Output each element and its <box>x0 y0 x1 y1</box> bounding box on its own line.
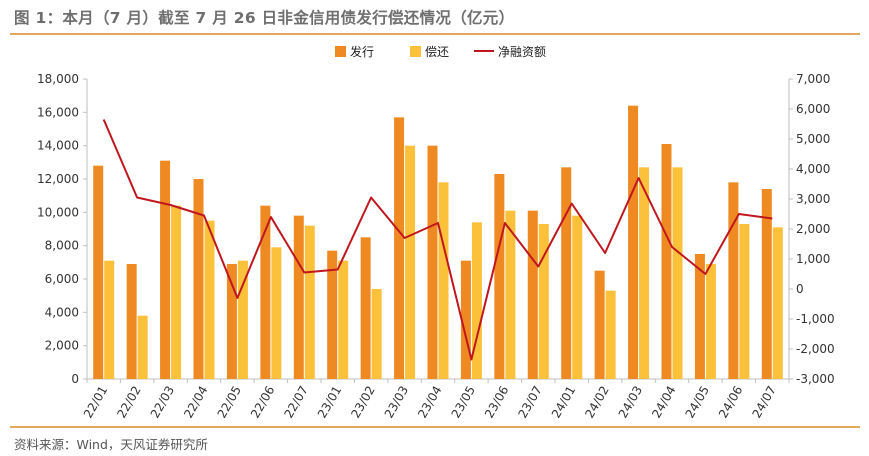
bar-issue <box>494 174 505 379</box>
bar-issue <box>594 270 605 379</box>
bar-issue <box>260 205 271 379</box>
bar-issue <box>561 167 572 379</box>
x-tick-label: 22/07 <box>281 384 310 421</box>
y-left-tick-label: 18,000 <box>37 72 79 86</box>
x-tick-label: 24/01 <box>549 384 578 421</box>
legend-issue-swatch <box>335 46 346 57</box>
bar-issue <box>761 189 772 379</box>
y-left-tick-label: 12,000 <box>37 172 79 186</box>
bar-issue <box>394 117 405 379</box>
y-left-tick-label: 6,000 <box>45 272 79 286</box>
y-right-tick-label: 1,000 <box>796 252 830 266</box>
bar-issue <box>93 165 104 379</box>
bar-issue <box>226 264 237 379</box>
y-right-tick-label: -2,000 <box>796 342 835 356</box>
bar-repay <box>104 260 115 379</box>
legend-repay-swatch <box>410 46 421 57</box>
y-right-tick-label: 3,000 <box>796 192 830 206</box>
y-left-tick-label: 8,000 <box>45 239 79 253</box>
bar-repay <box>538 224 549 379</box>
x-tick-label: 23/06 <box>482 384 511 421</box>
x-tick-label: 24/03 <box>616 384 645 421</box>
bar-repay <box>405 145 416 379</box>
x-tick-label: 24/06 <box>716 384 745 421</box>
bar-issue <box>327 250 338 379</box>
bar-repay <box>572 215 583 379</box>
bar-repay <box>739 224 750 379</box>
x-tick-label: 22/02 <box>114 384 143 421</box>
bar-issue <box>160 160 171 379</box>
net-financing-line <box>102 119 773 361</box>
x-tick-label: 24/05 <box>683 384 712 421</box>
bar-issue <box>527 210 538 379</box>
x-tick-label: 23/03 <box>382 384 411 421</box>
x-tick-label: 22/04 <box>181 384 210 421</box>
legend-repay-label: 偿还 <box>425 44 449 59</box>
x-tick-label: 22/06 <box>248 384 277 421</box>
bar-repay <box>505 210 516 379</box>
bar-repay <box>171 205 182 379</box>
bar-issue <box>193 179 204 379</box>
x-tick-label: 24/07 <box>749 384 778 421</box>
y-right-tick-label: 0 <box>796 282 804 296</box>
bar-repay <box>271 247 282 379</box>
bar-repay <box>605 290 616 379</box>
bar-issue <box>460 260 471 379</box>
bar-issue <box>694 254 705 379</box>
bar-issue <box>360 237 371 379</box>
y-right-tick-label: 7,000 <box>796 72 830 86</box>
bar-repay <box>471 222 482 379</box>
bar-issue <box>126 264 137 379</box>
bar-repay <box>672 167 683 379</box>
bar-repay <box>237 260 248 379</box>
footer-divider <box>10 426 860 428</box>
bar-issue <box>293 215 304 379</box>
chart-title: 图 1：本月（7 月）截至 7 月 26 日非金信用债发行偿还情况（亿元） <box>14 9 515 27</box>
bar-repay <box>304 225 315 379</box>
y-right-tick-label: 2,000 <box>796 222 830 236</box>
bar-repay <box>204 220 215 379</box>
x-tick-label: 23/02 <box>348 384 377 421</box>
x-tick-label: 23/07 <box>515 384 544 421</box>
bar-repay <box>338 260 349 379</box>
x-tick-label: 23/04 <box>415 384 444 421</box>
bar-issue <box>628 105 639 380</box>
x-tick-label: 23/01 <box>315 384 344 421</box>
bar-repay <box>371 289 382 379</box>
legend-net-label: 净融资额 <box>498 45 546 59</box>
bar-repay <box>137 315 148 379</box>
x-tick-label: 24/02 <box>582 384 611 421</box>
legend-issue-label: 发行 <box>350 44 374 59</box>
y-right-tick-label: 5,000 <box>796 132 830 146</box>
y-left-tick-label: 4,000 <box>45 305 79 319</box>
x-tick-label: 24/04 <box>649 384 678 421</box>
y-left-tick-label: 2,000 <box>45 339 79 353</box>
y-right-tick-label: -3,000 <box>796 372 835 386</box>
y-left-tick-label: 10,000 <box>37 205 79 219</box>
y-right-tick-label: 4,000 <box>796 162 830 176</box>
y-right-tick-label: 6,000 <box>796 102 830 116</box>
y-left-tick-label: 0 <box>71 372 79 386</box>
y-left-tick-label: 14,000 <box>37 139 79 153</box>
x-tick-label: 22/03 <box>148 384 177 421</box>
x-tick-label: 23/05 <box>449 384 478 421</box>
bar-repay <box>438 182 449 379</box>
y-left-tick-label: 16,000 <box>37 105 79 119</box>
bar-repay <box>772 227 783 379</box>
bar-repay <box>705 264 716 379</box>
x-tick-label: 22/05 <box>215 384 244 421</box>
x-tick-label: 22/01 <box>81 384 110 421</box>
bar-repay <box>639 167 650 379</box>
source-note: 资料来源：Wind，天风证券研究所 <box>14 437 208 452</box>
title-divider <box>10 33 860 35</box>
y-right-tick-label: -1,000 <box>796 312 835 326</box>
bar-issue <box>728 182 739 379</box>
bar-issue <box>427 145 438 379</box>
bar-issue <box>661 144 672 379</box>
